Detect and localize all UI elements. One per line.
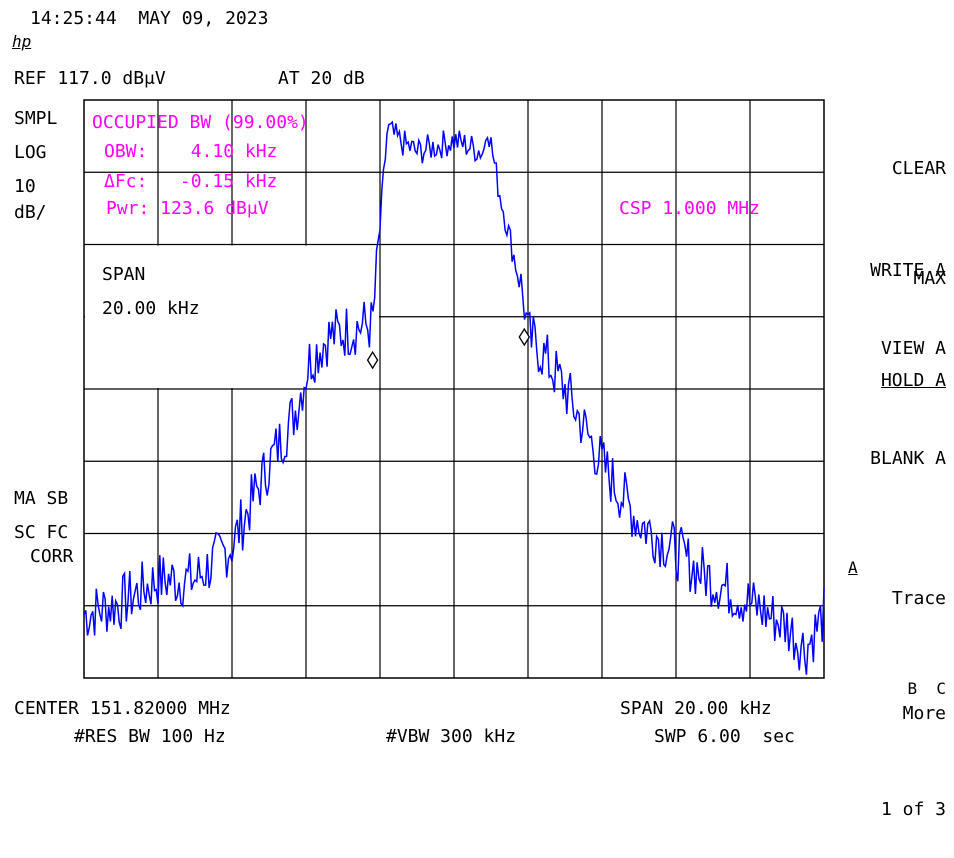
clear-write-a-softkey[interactable]: CLEAR WRITE A <box>870 84 946 322</box>
hp-logo: hp <box>12 32 32 51</box>
softkey-line1: VIEW A <box>880 338 946 359</box>
delta-fc-value: ΔFc: -0.15 kHz <box>104 171 278 192</box>
softkey-line2: B C <box>907 679 946 698</box>
max-hold-a-softkey[interactable]: MAX HOLD A <box>881 194 946 432</box>
detector-label: SMPL <box>14 108 58 129</box>
scale-unit-label: dB/ <box>14 202 47 223</box>
trace-a-active-indicator: A <box>848 558 858 577</box>
softkey-line1: CLEAR <box>891 158 946 179</box>
timestamp: 14:25:44 MAY 09, 2023 <box>30 8 269 29</box>
spectrum-plot <box>83 99 825 679</box>
softkey-line1: BLANK A <box>870 448 946 469</box>
spectrum-display: OCCUPIED BW (99.00%) OBW: 4.10 kHz ΔFc: … <box>83 99 825 679</box>
footer-span: SPAN 20.00 kHz <box>620 698 772 719</box>
scale-type-label: LOG <box>14 142 47 163</box>
more-softkey[interactable]: More 1 of 3 <box>881 634 946 858</box>
obw-marker-left <box>366 350 379 370</box>
video-bandwidth: #VBW 300 kHz <box>386 726 517 747</box>
softkey-line1: More <box>902 703 946 724</box>
span-text-mask <box>85 245 379 388</box>
blank-a-softkey[interactable]: BLANK A <box>870 414 946 486</box>
view-a-softkey[interactable]: VIEW A <box>881 304 946 376</box>
attenuation: AT 20 dB <box>278 68 365 89</box>
obw-value: OBW: 4.10 kHz <box>104 141 278 162</box>
spectrum-trace <box>83 120 825 675</box>
sweep-time: SWP 6.00 sec <box>654 726 795 747</box>
power-value: Pwr: 123.6 dBμV <box>106 198 269 219</box>
resolution-bandwidth: #RES BW 100 Hz <box>74 726 226 747</box>
softkey-line1: Trace <box>891 588 946 609</box>
softkey-line1: MAX <box>913 268 946 289</box>
trace-softkey[interactable]: Trace B C <box>892 524 946 734</box>
obw-title: OCCUPIED BW (99.00%) <box>92 112 309 133</box>
span-label: SPAN <box>102 264 146 285</box>
softkey-line2: WRITE A <box>870 260 946 281</box>
span-value: 20.00 kHz <box>102 298 200 319</box>
ma-sb-label: MA SB <box>14 488 69 509</box>
corr-label: CORR <box>30 546 74 567</box>
obw-marker-right <box>518 327 531 347</box>
sc-fc-label: SC FC <box>14 522 69 543</box>
csp-value: CSP 1.000 MHz <box>619 198 760 219</box>
ref-level: REF 117.0 dBμV <box>14 68 166 89</box>
softkey-line2: 1 of 3 <box>880 799 946 820</box>
scale-value-label: 10 <box>14 176 36 197</box>
center-frequency: CENTER 151.82000 MHz <box>14 698 231 719</box>
softkey-line2: HOLD A <box>880 370 946 391</box>
